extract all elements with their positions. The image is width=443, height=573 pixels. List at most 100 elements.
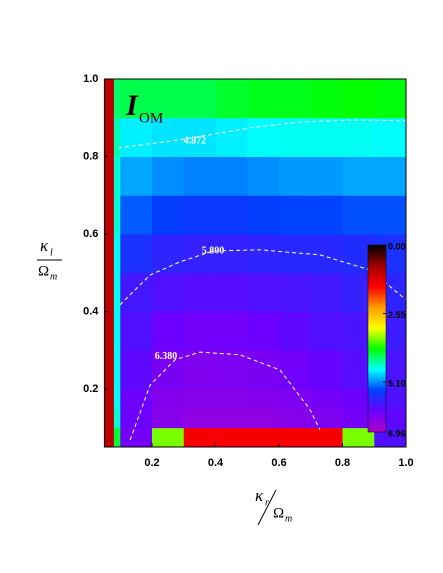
heat-cell <box>374 156 407 196</box>
heat-cell <box>310 156 344 196</box>
heat-cell <box>215 79 248 119</box>
heat-cell <box>215 117 248 157</box>
heat-cell <box>342 388 375 409</box>
heat-cell <box>183 117 217 157</box>
heat-cell <box>183 156 217 196</box>
heat-cell <box>215 427 248 447</box>
heat-cell <box>104 79 115 119</box>
heat-cell <box>152 156 185 196</box>
heat-cell <box>183 233 217 274</box>
y-tick-label: 0.2 <box>83 383 98 395</box>
heat-cell <box>113 311 121 351</box>
heat-cell <box>152 408 185 429</box>
heat-cell <box>113 350 121 390</box>
heat-cell <box>247 156 280 196</box>
colorbar <box>367 244 387 433</box>
x-label-num: κ <box>255 486 264 505</box>
heat-cell <box>279 195 312 235</box>
heat-cell <box>183 79 217 119</box>
heat-cell <box>279 117 312 157</box>
heat-cell <box>215 311 248 351</box>
heat-cell <box>215 156 248 196</box>
heat-cell <box>310 272 344 312</box>
annotation-sub: OM <box>139 110 163 126</box>
heat-cell <box>120 79 153 119</box>
heat-cell <box>247 195 280 235</box>
annotation-main: I <box>125 89 139 122</box>
contour-label: 4.872 <box>184 135 207 146</box>
heat-cell <box>104 350 115 390</box>
heat-cell <box>215 233 248 274</box>
x-tick-label: 0.8 <box>335 457 350 469</box>
heat-cell <box>113 117 121 157</box>
x-tick-label: 0.6 <box>271 457 286 469</box>
y-tick-label: 1.0 <box>83 73 98 85</box>
x-label: κ r Ω m <box>255 486 292 526</box>
heat-cell <box>104 408 115 429</box>
heat-cell <box>342 117 375 157</box>
heat-cell <box>183 388 217 409</box>
heat-cell <box>104 427 115 447</box>
heat-cell <box>247 272 280 312</box>
x-tick-label: 0.2 <box>144 457 159 469</box>
heat-cell <box>104 233 115 274</box>
heat-cell <box>104 311 115 351</box>
heat-cell <box>152 311 185 351</box>
heat-cell <box>215 408 248 429</box>
heat-cell <box>279 156 312 196</box>
heat-cell <box>279 408 312 429</box>
heat-cell <box>342 408 375 429</box>
x-tick-label: 0.4 <box>208 457 224 469</box>
contour-line <box>119 249 407 306</box>
heat-cell <box>104 156 115 196</box>
heat-cell <box>183 272 217 312</box>
heat-cell <box>342 195 375 235</box>
colorbar-tick-label: 6.96 <box>388 428 406 438</box>
heat-cell <box>183 195 217 235</box>
heat-cell <box>342 156 375 196</box>
heat-cell <box>279 272 312 312</box>
heat-cell <box>152 350 185 390</box>
contour-label: 5.800 <box>202 245 225 256</box>
heat-cell <box>279 427 312 447</box>
heat-cell <box>310 350 344 390</box>
heat-cell <box>120 388 153 409</box>
heat-cell <box>342 79 375 119</box>
heat-cell <box>310 427 344 447</box>
heat-cell <box>113 388 121 409</box>
heat-cell <box>120 272 153 312</box>
heat-cell <box>113 272 121 312</box>
heat-cell <box>215 272 248 312</box>
x-label-den-sub: m <box>285 513 292 524</box>
y-label-den-sub: m <box>50 271 57 282</box>
heat-cell <box>310 388 344 409</box>
heat-cell <box>104 195 115 235</box>
heat-cell <box>215 388 248 409</box>
x-label-num-sub: r <box>265 497 269 508</box>
contour-line <box>117 119 407 149</box>
heat-cell <box>279 233 312 274</box>
heat-cell <box>104 388 115 409</box>
heat-cell <box>113 156 121 196</box>
colorbar-tick-label: 0.00 <box>388 241 406 251</box>
heat-cell <box>310 79 344 119</box>
heat-cell <box>310 195 344 235</box>
x-label-den: Ω <box>273 505 284 521</box>
heat-cell <box>279 79 312 119</box>
heat-cell <box>183 427 217 447</box>
heat-cell <box>152 427 185 447</box>
y-label-num-sub: l <box>50 247 53 258</box>
heat-cell <box>120 311 153 351</box>
heat-cell <box>113 427 121 447</box>
contour-line <box>129 351 321 441</box>
contours: 4.872 5.800 6.380 <box>117 119 407 441</box>
contour-label: 6.380 <box>155 351 178 362</box>
heat-cell <box>183 311 217 351</box>
heat-cell <box>342 427 375 447</box>
annotation: I OM <box>125 89 163 127</box>
y-label: κ l Ω m <box>37 236 62 282</box>
heat-cell <box>215 195 248 235</box>
heat-cell <box>374 195 407 235</box>
heat-cell <box>374 117 407 157</box>
heat-cell <box>152 388 185 409</box>
